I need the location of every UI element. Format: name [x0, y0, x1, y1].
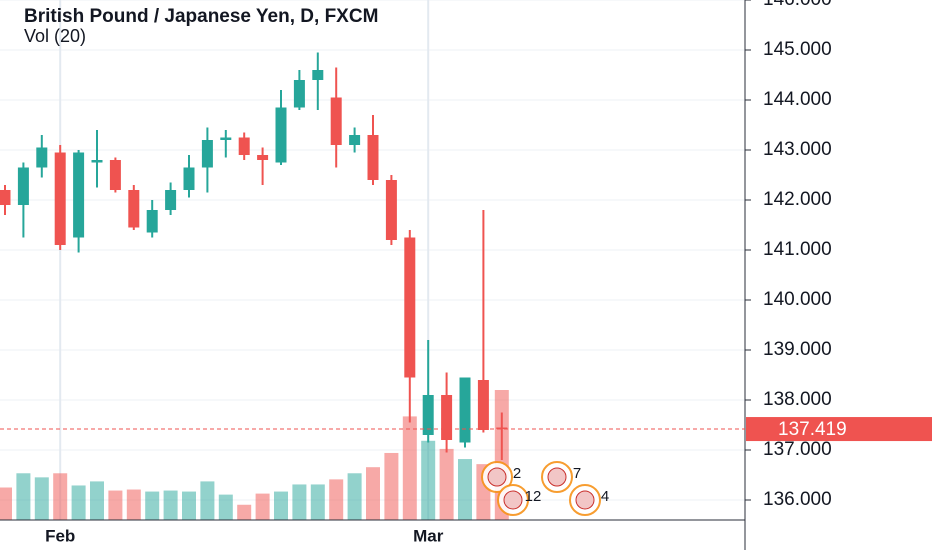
event-flag [575, 490, 595, 510]
volume-bar [34, 477, 49, 520]
volume-bar [145, 491, 160, 520]
volume-bar [71, 485, 86, 520]
volume-bar [347, 473, 362, 520]
y-tick-label: 136.000 [763, 489, 832, 510]
volume-bar [90, 481, 104, 520]
candle-body [17, 167, 29, 205]
y-tick-label: 142.000 [763, 189, 832, 210]
candle-body [312, 70, 324, 80]
candle-body [385, 180, 397, 240]
volume-bar [182, 491, 196, 520]
volume-bar [274, 491, 288, 520]
candle-body [367, 135, 379, 180]
candle-body [36, 147, 48, 168]
y-tick-label: 146.000 [763, 0, 832, 10]
candle-body [330, 97, 342, 145]
candle-body [91, 160, 103, 163]
chart-title: British Pound / Japanese Yen, D, FXCM [24, 6, 378, 27]
candle-body [422, 395, 434, 435]
volume-bar [163, 490, 178, 520]
volume-label: Vol (20) [24, 26, 86, 46]
candle-body [165, 190, 177, 210]
candle-body [73, 152, 85, 238]
candle-body [293, 80, 305, 108]
candle-body [238, 137, 250, 155]
candle-body [477, 380, 489, 430]
candle-body [146, 210, 158, 233]
event-flag [487, 467, 507, 487]
y-tick-label: 137.000 [763, 439, 832, 460]
last-price-label: 137.419 [778, 419, 847, 440]
x-tick-label: Mar [413, 526, 444, 545]
volume-bar [402, 416, 417, 520]
last-price-box [746, 417, 932, 442]
volume-bar [126, 489, 141, 520]
y-tick-label: 140.000 [763, 289, 832, 310]
y-tick-label: 145.000 [763, 39, 832, 60]
candle-body [183, 167, 195, 190]
volume-bar [53, 473, 68, 520]
event-label: 7 [573, 465, 581, 482]
event-label: 4 [601, 488, 609, 505]
y-tick-label: 138.000 [763, 389, 832, 410]
event-flag [503, 490, 523, 510]
y-tick-label: 139.000 [763, 339, 832, 360]
volume-bar [200, 481, 215, 520]
volume-bar [108, 490, 123, 520]
event-flag [547, 467, 567, 487]
volume-bar [310, 484, 325, 520]
volume-bar [366, 467, 380, 520]
event-label: 12 [525, 488, 542, 505]
volume-bar [458, 459, 472, 520]
volume-bar [218, 494, 233, 520]
x-tick-label: Feb [45, 526, 75, 545]
volume-bar [292, 484, 307, 520]
candle-body [54, 152, 66, 245]
candles [0, 52, 508, 460]
price-axis: 136.000 137.000 138.000 139.000 140.000 141.0… [45, 0, 832, 545]
candle-body [128, 190, 140, 228]
candle-body [496, 427, 508, 430]
candle-body [257, 155, 269, 160]
candle-body [201, 140, 213, 168]
volume-bar [421, 440, 436, 520]
grid [0, 0, 745, 520]
candle-body [349, 135, 361, 145]
volume-bar [16, 473, 31, 520]
volume-bar [384, 452, 399, 520]
y-tick-label: 144.000 [763, 89, 832, 110]
volume-bar [329, 479, 344, 520]
candle-body [275, 107, 287, 163]
volume-bar [237, 504, 252, 520]
volume-bar [0, 487, 12, 520]
candle-body [109, 160, 121, 190]
event-label: 2 [513, 465, 521, 482]
candle-body [441, 395, 453, 440]
y-tick-label: 143.000 [763, 139, 832, 160]
candle-body [220, 137, 232, 140]
y-tick-label: 141.000 [763, 239, 832, 260]
events: 2 7 12 4 [481, 461, 609, 516]
volume-bar [255, 493, 270, 520]
volume-bar [439, 448, 454, 520]
candle-body [0, 190, 11, 205]
candle-body [459, 377, 471, 443]
candle-body [404, 237, 416, 378]
